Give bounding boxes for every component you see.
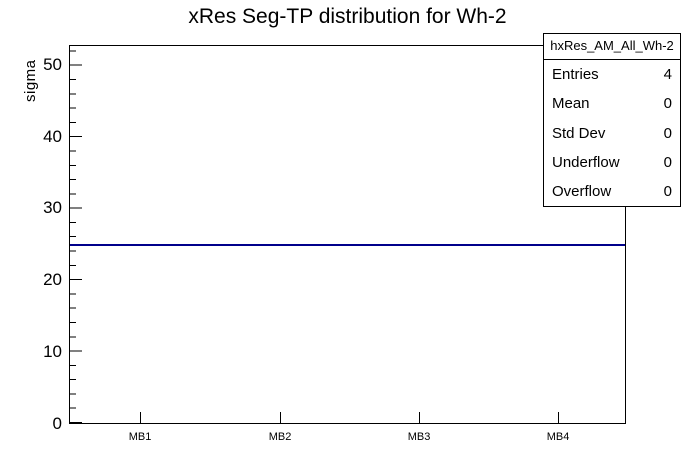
x-tick-mark-mb2	[280, 412, 281, 423]
stats-label: Overflow	[552, 182, 612, 200]
stats-box: hxRes_AM_All_Wh-2 Entries 4 Mean 0 Std D…	[543, 33, 681, 207]
stats-row-stddev: Std Dev 0	[544, 118, 680, 147]
y-axis-major-ticks	[70, 46, 82, 423]
chart-title: xRes Seg-TP distribution for Wh-2	[188, 5, 507, 28]
stats-label: Std Dev	[552, 124, 606, 142]
x-tick-label-mb3: MB3	[407, 431, 431, 443]
y-tick-label-50: 50	[43, 55, 62, 74]
stats-row-underflow: Underflow 0	[544, 148, 680, 177]
y-tick-label-40: 40	[43, 127, 62, 146]
stats-label: Entries	[552, 66, 599, 84]
y-tick-label-20: 20	[43, 270, 62, 289]
stats-value: 0	[663, 182, 672, 200]
stats-row-mean: Mean 0	[544, 89, 680, 118]
x-tick-label-mb2: MB2	[268, 431, 292, 443]
y-tick-label-0: 0	[52, 414, 62, 433]
y-tick-label-30: 30	[43, 198, 62, 217]
x-tick-label-mb1: MB1	[128, 431, 152, 443]
plot-frame	[69, 45, 626, 424]
x-tick-mark-mb3	[419, 412, 420, 423]
x-tick-mark-mb4	[558, 412, 559, 423]
stats-label: Underflow	[552, 153, 620, 171]
stats-value: 0	[663, 153, 672, 171]
stats-box-title: hxRes_AM_All_Wh-2	[544, 34, 680, 60]
stats-box-rows: Entries 4 Mean 0 Std Dev 0 Underflow 0 O…	[544, 60, 680, 206]
stats-row-entries: Entries 4	[544, 60, 680, 89]
x-tick-mark-mb1	[140, 412, 141, 423]
stats-label: Mean	[552, 95, 590, 113]
stats-value: 4	[663, 66, 672, 84]
histogram-line	[70, 244, 625, 246]
stats-row-overflow: Overflow 0	[544, 177, 680, 206]
stats-value: 0	[663, 124, 672, 142]
x-tick-label-mb4: MB4	[546, 431, 570, 443]
stats-value: 0	[663, 95, 672, 113]
y-tick-label-10: 10	[43, 342, 62, 361]
